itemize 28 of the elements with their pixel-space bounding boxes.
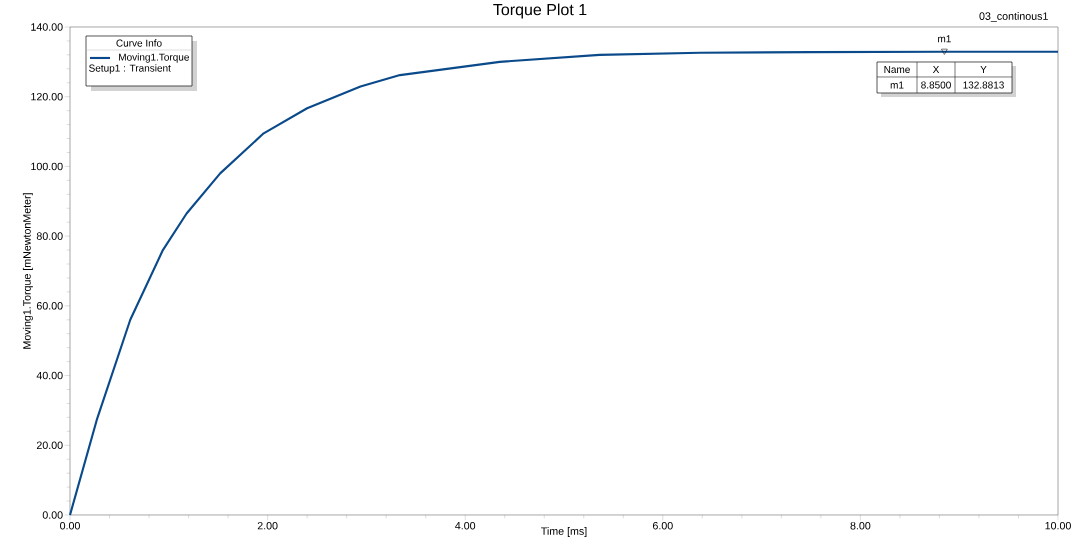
text: 03_continous1 bbox=[979, 12, 1048, 22]
x-tick-label: 10.00 bbox=[1045, 521, 1071, 530]
annotation: Setup1 : Transient bbox=[89, 64, 171, 74]
annotation: Y bbox=[980, 66, 987, 73]
annotation: 8.8500 bbox=[921, 81, 951, 89]
y-tick-label: 40.00 bbox=[36, 371, 63, 380]
annotation: Name bbox=[884, 66, 910, 73]
x-tick-label: 4.00 bbox=[455, 521, 476, 530]
y-tick-label: 120.00 bbox=[31, 92, 63, 101]
y-tick-label: 140.00 bbox=[31, 23, 63, 31]
y-tick-label: 60.00 bbox=[36, 302, 63, 310]
chart-title: Torque Plot 1 bbox=[493, 3, 587, 19]
annotation: m1 bbox=[938, 35, 951, 43]
annotation: m1 bbox=[890, 81, 904, 89]
legend-label: Moving1.Torque bbox=[119, 53, 189, 63]
legend-title: Curve Info bbox=[116, 39, 162, 47]
annotation: 132.8813 bbox=[963, 81, 1004, 89]
y-tick-label: 0.00 bbox=[42, 511, 63, 519]
y-axis-title: Moving1.Torque [mNewtonMeter] bbox=[22, 193, 33, 349]
y-tick-label: 20.00 bbox=[36, 441, 63, 450]
x-tick-label: 8.00 bbox=[850, 521, 871, 530]
x-tick-label: 0.00 bbox=[60, 521, 80, 530]
x-tick-label: 6.00 bbox=[652, 521, 673, 530]
x-tick-label: 2.00 bbox=[257, 521, 278, 530]
annotation: X bbox=[932, 66, 940, 73]
y-tick-label: 80.00 bbox=[36, 232, 63, 240]
x-axis-title: Time [ms] bbox=[541, 527, 587, 538]
y-tick-label: 100.00 bbox=[31, 162, 63, 171]
